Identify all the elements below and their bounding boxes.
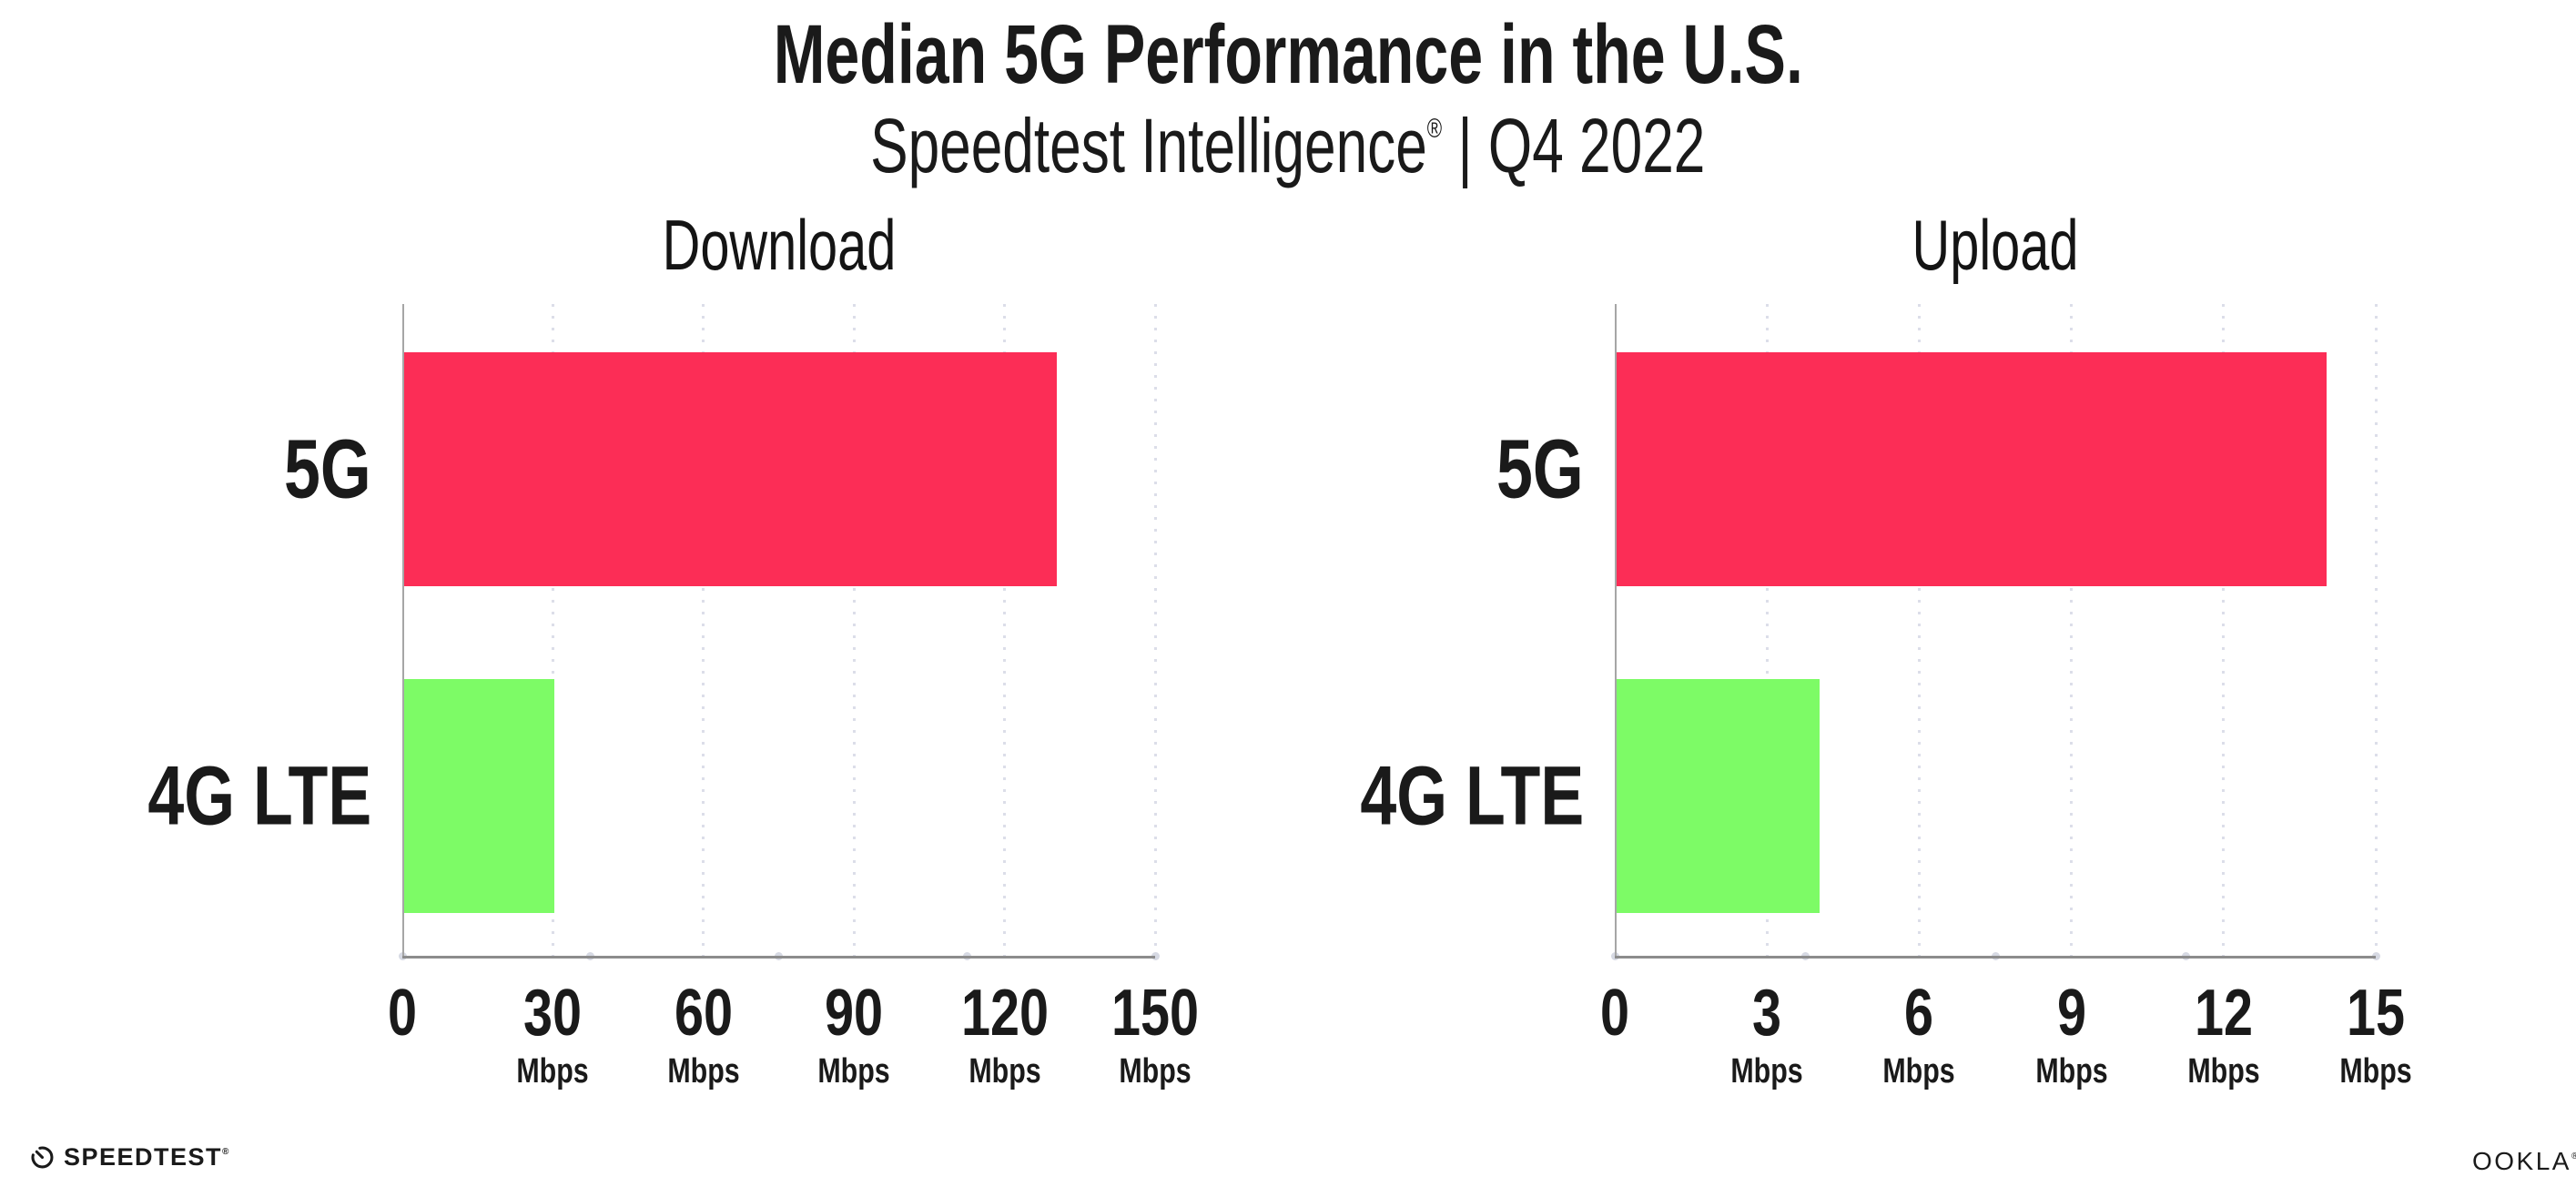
- subtitle-brand: Speedtest Intelligence: [870, 103, 1428, 188]
- tick-unit-upload-6: Mbps: [1882, 1052, 1956, 1090]
- tick-label-upload-6: 6: [1904, 977, 1934, 1050]
- y-axis-download: [402, 304, 404, 959]
- gridline-upload-3: [1765, 304, 1769, 956]
- gridline-download-90: [852, 304, 856, 956]
- page-subtitle: Speedtest Intelligence® | Q4 2022: [0, 106, 2576, 186]
- gridline-download-150: [1153, 304, 1157, 956]
- category-label-upload-4g-lte: 4G LTE: [1360, 749, 1584, 842]
- tick-label-upload-3: 3: [1752, 977, 1782, 1050]
- category-label-upload-5g: 5G: [1496, 422, 1584, 515]
- chart-upload: Upload 5G 4G LTE 0 3 Mbps 6 Mbps 9 Mbps 12 Mbps 15 M…: [1360, 205, 2412, 1090]
- speedtest-gauge-icon: [31, 1146, 54, 1169]
- registered-mark: ®: [1427, 114, 1443, 144]
- bar-download-4g-lte: [404, 679, 555, 913]
- gridline-upload-6: [1917, 304, 1921, 956]
- tick-label-download-0: 0: [387, 977, 418, 1050]
- gridline-upload-12: [2222, 304, 2226, 956]
- ookla-registered-mark: ®: [2571, 1151, 2576, 1161]
- page-subtitle-text: Speedtest Intelligence® | Q4 2022: [870, 106, 1705, 186]
- x-axis-upload: [1615, 956, 2376, 959]
- speedtest-registered-mark: ®: [222, 1147, 229, 1157]
- baseline-dot-download-4: [1151, 951, 1160, 960]
- tick-unit-download-120: Mbps: [968, 1052, 1041, 1090]
- gridline-upload-15: [2374, 304, 2378, 956]
- chart-title-upload: Upload: [1912, 205, 2079, 285]
- chart-download: Download 5G 4G LTE 0 30 Mbps 60 Mbps 90 Mbps 120 M…: [147, 205, 1199, 1090]
- tick-unit-upload-3: Mbps: [1730, 1052, 1803, 1090]
- tick-label-upload-9: 9: [2056, 977, 2086, 1050]
- category-label-download-4g-lte: 4G LTE: [147, 749, 371, 842]
- speedtest-wordmark: SPEEDTEST®: [64, 1143, 229, 1171]
- tick-unit-download-90: Mbps: [817, 1052, 890, 1090]
- bar-upload-5g: [1617, 352, 2328, 586]
- subtitle-period: | Q4 2022: [1442, 103, 1706, 188]
- bar-upload-4g-lte: [1617, 679, 1820, 913]
- tick-label-download-120: 120: [960, 977, 1049, 1050]
- tick-label-download-150: 150: [1111, 977, 1200, 1050]
- ookla-logo: OOKLA®: [2472, 1147, 2576, 1176]
- tick-label-download-90: 90: [825, 977, 884, 1050]
- x-axis-download: [402, 956, 1155, 959]
- speedtest-logo: SPEEDTEST®: [30, 1143, 228, 1172]
- ookla-wordmark: OOKLA: [2472, 1147, 2571, 1175]
- bar-download-5g: [404, 352, 1057, 586]
- tick-label-upload-12: 12: [2194, 977, 2253, 1050]
- gridline-download-30: [551, 304, 554, 956]
- tick-label-download-60: 60: [674, 977, 733, 1050]
- gridline-download-120: [1003, 304, 1007, 956]
- tick-label-download-30: 30: [523, 977, 583, 1050]
- chart-title-download: Download: [662, 205, 896, 285]
- page-title-text: Median 5G Performance in the U.S.: [773, 8, 1803, 101]
- tick-label-upload-0: 0: [1599, 977, 1630, 1050]
- tick-unit-upload-12: Mbps: [2187, 1052, 2260, 1090]
- category-label-download-5g: 5G: [284, 422, 371, 515]
- tick-unit-upload-15: Mbps: [2339, 1052, 2412, 1090]
- tick-unit-download-150: Mbps: [1119, 1052, 1192, 1090]
- page-title: Median 5G Performance in the U.S.: [0, 11, 2576, 99]
- tick-label-upload-15: 15: [2346, 977, 2406, 1050]
- gridline-download-60: [702, 304, 705, 956]
- y-axis-upload: [1615, 304, 1617, 959]
- baseline-dot-upload-4: [2371, 951, 2380, 960]
- tick-unit-download-60: Mbps: [667, 1052, 740, 1090]
- gridline-upload-9: [2070, 304, 2074, 956]
- tick-unit-download-30: Mbps: [516, 1052, 590, 1090]
- tick-unit-upload-9: Mbps: [2034, 1052, 2108, 1090]
